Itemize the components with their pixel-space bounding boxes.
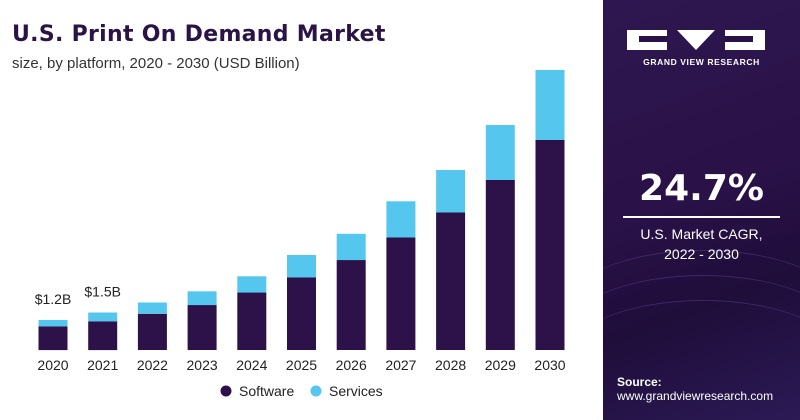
- decorative-wave: [603, 300, 800, 420]
- bar-software-2028: [436, 212, 466, 350]
- x-tick-label: 2026: [336, 357, 367, 373]
- source-url: www.grandviewresearch.com: [617, 389, 774, 403]
- bar-services-2024: [237, 276, 267, 293]
- bar-services-2027: [386, 201, 416, 238]
- bar-software-2029: [485, 180, 515, 350]
- bar-services-2026: [336, 233, 366, 261]
- bar-services-2030: [535, 70, 565, 140]
- source-label: Source:: [617, 375, 662, 389]
- x-tick-label: 2023: [187, 357, 218, 373]
- data-label: $1.2B: [35, 291, 72, 307]
- legend-swatch-services: [310, 385, 322, 397]
- legend-label-software: Software: [239, 383, 294, 399]
- x-tick-label: 2025: [286, 357, 317, 373]
- x-tick-label: 2027: [385, 357, 416, 373]
- bar-software-2020: [38, 326, 68, 351]
- decorative-wave: [603, 250, 800, 371]
- chart-panel: U.S. Print On Demand Market size, by pla…: [12, 22, 566, 399]
- bar-software-2026: [336, 260, 366, 350]
- data-label: $1.5B: [84, 284, 121, 300]
- bar-software-2030: [535, 140, 565, 350]
- side-panel: GRAND VIEW RESEARCH 24.7% U.S. Market CA…: [603, 0, 800, 420]
- bar-services-2023: [187, 291, 217, 306]
- x-tick-label: 2024: [236, 357, 267, 373]
- decorative-wave: [603, 275, 800, 396]
- bar-software-2025: [287, 277, 316, 350]
- cagr-label-line2: 2022 - 2030: [664, 246, 739, 262]
- cagr-label-line1: U.S. Market CAGR,: [640, 226, 763, 242]
- bar-software-2027: [386, 237, 416, 350]
- bar-services-2028: [436, 170, 466, 213]
- bar-services-2022: [137, 302, 167, 314]
- x-tick-label: 2021: [87, 357, 118, 373]
- cagr-divider: [623, 216, 780, 218]
- chart-subtitle: size, by platform, 2020 - 2030 (USD Bill…: [12, 55, 300, 72]
- legend-swatch-software: [220, 385, 232, 397]
- bar-services-2021: [88, 312, 118, 322]
- logo-text: GRAND VIEW RESEARCH: [643, 57, 760, 67]
- bar-services-2029: [485, 125, 515, 180]
- legend-label-services: Services: [329, 383, 383, 399]
- bar-chart: 2020 2021 2022 2023 2024 2025 2026 2027 2028 2029…: [35, 70, 566, 399]
- cagr-label: U.S. Market CAGR, 2022 - 2030: [603, 224, 800, 264]
- bar-software-2022: [137, 313, 167, 350]
- bar-services-2020: [38, 320, 68, 327]
- bar-software-2021: [88, 321, 118, 351]
- x-tick-label: 2020: [37, 357, 68, 373]
- bar-software-2023: [187, 305, 217, 350]
- grand-view-research-logo: [627, 30, 765, 50]
- chart-title: U.S. Print On Demand Market: [12, 22, 386, 47]
- x-tick-label: 2029: [485, 357, 516, 373]
- bar-software-2024: [237, 292, 267, 350]
- x-tick-label: 2028: [435, 357, 466, 373]
- bar-services-2025: [287, 255, 316, 278]
- x-tick-label: 2030: [534, 357, 565, 373]
- cagr-value: 24.7%: [639, 168, 764, 209]
- x-tick-label: 2022: [137, 357, 168, 373]
